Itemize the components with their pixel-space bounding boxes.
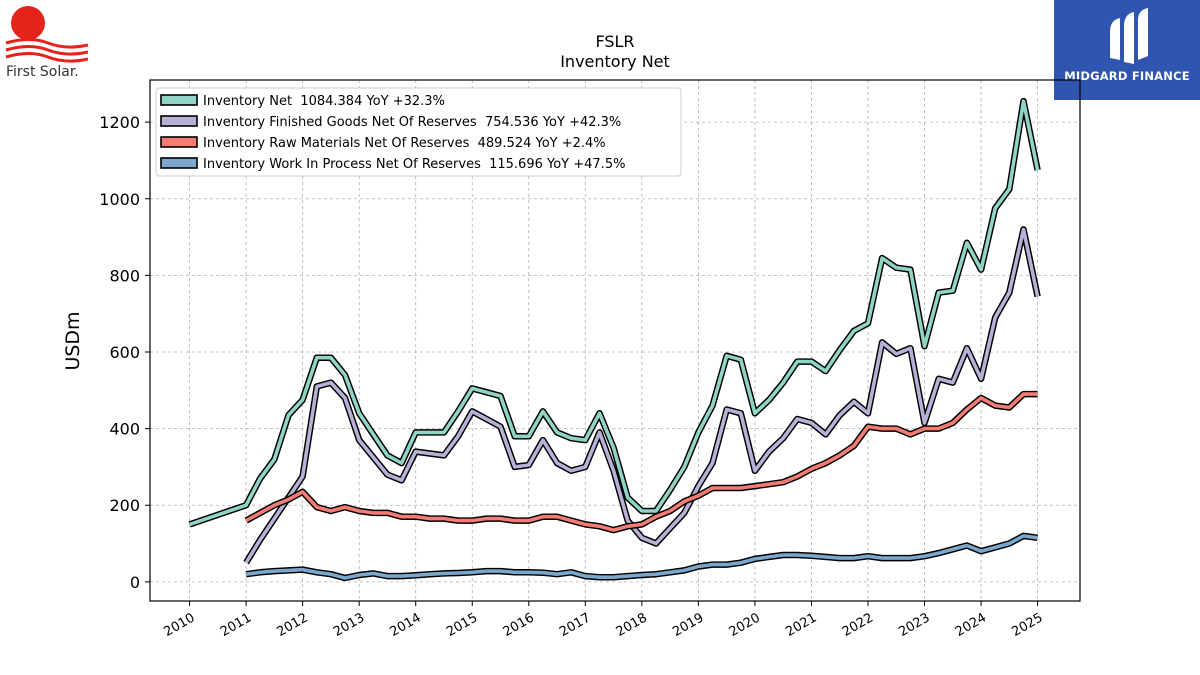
first-solar-logo-mark <box>5 6 89 63</box>
legend-swatch <box>160 157 198 169</box>
first-solar-logo: First Solar. <box>0 0 100 90</box>
legend-label: Inventory Raw Materials Net Of Reserves … <box>203 136 606 151</box>
chart-subtitle: Inventory Net <box>560 52 670 71</box>
legend-label: Inventory Finished Goods Net Of Reserves… <box>203 115 621 130</box>
series-line <box>245 392 1038 532</box>
x-tick-label: 2010 <box>161 610 197 640</box>
midgard-finance-logo-text: MIDGARD FINANCE <box>1064 69 1190 83</box>
x-tick-label: 2023 <box>896 610 932 640</box>
legend-swatch <box>160 94 198 106</box>
legend-label: Inventory Net 1084.384 YoY +32.3% <box>203 94 445 109</box>
series-lines <box>188 97 1041 582</box>
chart-title: FSLR <box>595 32 634 51</box>
x-tick-label: 2019 <box>670 610 706 640</box>
y-tick-label: 0 <box>130 573 140 592</box>
x-tick-label: 2020 <box>727 610 763 640</box>
x-tick-label: 2014 <box>388 610 424 640</box>
series-line-1 <box>243 226 1041 565</box>
x-tick-label: 2013 <box>331 610 367 640</box>
legend-swatch <box>160 115 198 127</box>
legend-swatch <box>160 136 198 148</box>
legend-box <box>155 87 682 177</box>
y-tick-label: 800 <box>109 266 140 285</box>
series-line <box>244 227 1040 564</box>
y-tick-label: 200 <box>109 496 140 515</box>
series-line <box>245 534 1038 580</box>
y-tick-label: 1200 <box>99 113 140 132</box>
series-line-3 <box>245 532 1039 582</box>
x-tick-label: 2018 <box>614 610 650 640</box>
series-line-0 <box>188 97 1041 528</box>
x-tick-label: 2021 <box>783 610 819 640</box>
x-tick-label: 2017 <box>557 610 593 640</box>
legend: Inventory Net 1084.384 YoY +32.3% Invento… <box>155 87 682 177</box>
y-tick-label: 600 <box>109 343 140 362</box>
x-tick-label: 2022 <box>840 610 876 640</box>
x-tick-label: 2016 <box>501 610 537 640</box>
x-tick-label: 2015 <box>444 610 480 640</box>
y-tick-label: 1000 <box>99 190 140 209</box>
midgard-finance-logo: MIDGARD FINANCE <box>1054 0 1200 100</box>
plot-frame <box>149 79 1081 602</box>
first-solar-logo-text: First Solar. <box>6 64 79 80</box>
y-tick-label: 400 <box>109 420 140 439</box>
legend-label: Inventory Work In Process Net Of Reserve… <box>203 157 625 172</box>
midgard-finance-logo-mark <box>1110 8 1148 64</box>
series-line-2 <box>244 390 1038 534</box>
y-axis-label: USDm <box>62 311 84 370</box>
x-tick-label: 2025 <box>1009 610 1045 640</box>
x-tick-label: 2011 <box>218 610 254 640</box>
series-line <box>189 99 1040 527</box>
x-tick-label: 2012 <box>274 610 310 640</box>
x-tick-label: 2024 <box>953 610 989 640</box>
